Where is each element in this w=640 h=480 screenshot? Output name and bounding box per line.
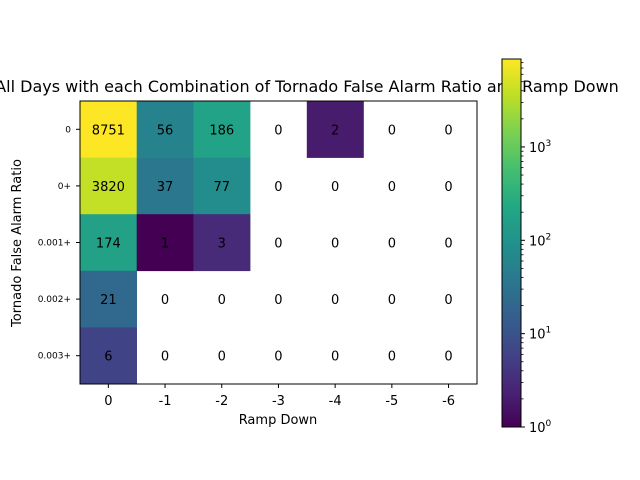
heatmap-cell	[136, 157, 194, 215]
x-axis-label: Ramp Down	[239, 413, 318, 428]
cell-value-label: 3820	[92, 180, 125, 195]
heatmap-cell	[80, 157, 137, 215]
x-tick-label: -4	[329, 394, 342, 409]
heatmap-cell	[193, 214, 251, 272]
cell-value-label: 6	[104, 350, 112, 365]
heatmap-cell	[193, 101, 251, 158]
cell-value-label: 0	[388, 180, 396, 195]
colorbar: 100 101 102 103	[501, 58, 552, 436]
chart-title: All Days with each Combination of Tornad…	[0, 77, 619, 96]
cell-value-label: 0	[331, 180, 339, 195]
heatmap-cells: 8751 56 186 0 2 0 0 3820 37 77 0 0 0 0 174 1 3 0 0 0 0 21 0 0 0 0…	[80, 101, 453, 385]
x-tick-label: -3	[272, 394, 285, 409]
cell-value-label: 2	[331, 123, 339, 138]
cell-value-label: 77	[213, 180, 230, 195]
y-tick-label: 0.001+	[38, 239, 71, 249]
colorbar-tick-label: 103	[529, 139, 551, 156]
cell-value-label: 0	[388, 293, 396, 308]
cell-value-label: 3	[218, 237, 226, 252]
y-tick-label: 0.002+	[38, 295, 71, 305]
y-tick-label: 0.003+	[38, 352, 71, 362]
cell-value-label: 0	[388, 237, 396, 252]
x-tick-label: -1	[159, 394, 172, 409]
cell-value-label: 0	[274, 123, 282, 138]
heatmap-cell	[80, 101, 137, 158]
heatmap-cell	[80, 214, 137, 272]
cell-value-label: 0	[274, 293, 282, 308]
cell-value-label: 0	[388, 350, 396, 365]
cell-value-label: 0	[274, 350, 282, 365]
colorbar-tick-label: 101	[529, 326, 551, 343]
cell-value-label: 8751	[92, 123, 125, 138]
cell-value-label: 37	[157, 180, 174, 195]
x-tick-label: -2	[215, 394, 228, 409]
cell-value-label: 0	[218, 293, 226, 308]
cell-value-label: 0	[274, 237, 282, 252]
cell-value-label: 0	[388, 123, 396, 138]
cell-value-label: 0	[331, 293, 339, 308]
heatmap-cell	[80, 327, 137, 385]
y-tick-label: 0+	[58, 182, 71, 192]
cell-value-label: 0	[218, 350, 226, 365]
cell-value-label: 56	[157, 123, 174, 138]
cell-value-label: 0	[444, 237, 452, 252]
x-tick-label: -5	[385, 394, 398, 409]
heatmap-cell	[136, 101, 194, 158]
cell-value-label: 21	[100, 293, 117, 308]
x-tick-label: -6	[442, 394, 455, 409]
cell-value-label: 0	[274, 180, 282, 195]
heatmap-cell	[193, 157, 251, 215]
y-tick-label: 0	[65, 125, 71, 135]
cell-value-label: 174	[96, 237, 121, 252]
cell-value-label: 0	[444, 350, 452, 365]
y-axis-label: Tornado False Alarm Ratio	[10, 159, 25, 328]
cell-value-label: 0	[444, 180, 452, 195]
colorbar-ticks: 100 101 102 103	[521, 62, 552, 436]
cell-value-label: 0	[161, 293, 169, 308]
heatmap-cell	[306, 101, 364, 158]
cell-value-label: 1	[161, 237, 169, 252]
cell-value-label: 0	[161, 350, 169, 365]
cell-value-label: 0	[331, 237, 339, 252]
cell-value-label: 0	[444, 123, 452, 138]
cell-value-label: 0	[331, 350, 339, 365]
heatmap-cell	[136, 214, 194, 272]
x-tick-label: 0	[104, 394, 112, 409]
colorbar-gradient	[502, 59, 521, 427]
cell-value-label: 186	[209, 123, 234, 138]
cell-value-label: 0	[444, 293, 452, 308]
x-axis-ticks: 0 -1 -2 -3 -4 -5 -6	[104, 384, 455, 409]
colorbar-frame	[501, 58, 522, 428]
heatmap-cell	[80, 270, 137, 328]
colorbar-tick-label: 100	[529, 419, 552, 436]
y-axis-ticks: 0 0+ 0.001+ 0.002+ 0.003+	[38, 125, 80, 362]
colorbar-tick-label: 102	[529, 232, 551, 249]
